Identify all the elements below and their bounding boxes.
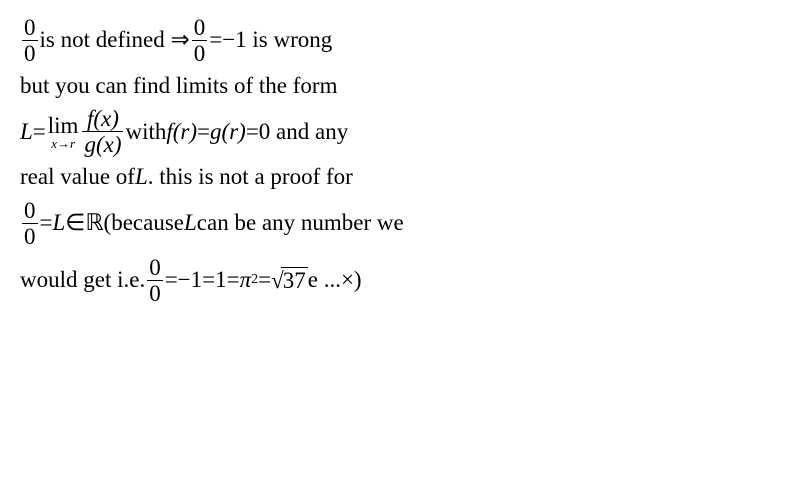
frac-2: 0 0 xyxy=(192,16,208,65)
frac-2-num: 0 xyxy=(192,16,208,39)
sup-2: 2 xyxy=(251,272,258,288)
text-6b: =−1=1= xyxy=(165,267,240,293)
line-5: 0 0 = L ∈ ℝ (because L can be any number… xyxy=(20,199,780,248)
frac-2-den: 0 xyxy=(192,42,208,65)
line-1: 0 0 is not defined ⇒ 0 0 =−1 is wrong xyxy=(20,16,780,65)
frac-5-den: 0 xyxy=(147,282,163,305)
text-2: but you can find limits of the form xyxy=(20,73,337,99)
text-6a: would get i.e. xyxy=(20,267,145,293)
elem-of: ∈ xyxy=(65,210,85,236)
line-2: but you can find limits of the form xyxy=(20,73,780,99)
fr: f(r) xyxy=(166,119,197,145)
text-5a: (because xyxy=(104,210,184,236)
limit-1: lim x→r xyxy=(48,114,79,150)
frac-1: 0 0 xyxy=(22,16,38,65)
line-6: would get i.e. 0 0 =−1=1= π 2 = √ 37 e .… xyxy=(20,256,780,305)
eq-3: = xyxy=(40,210,53,236)
sqrt-rad: 37 xyxy=(281,267,308,294)
text-4a: real value of xyxy=(20,164,135,190)
var-L-3: L xyxy=(52,210,65,236)
text-6c: e ...×) xyxy=(308,267,362,293)
line-4: real value of L . this is not a proof fo… xyxy=(20,164,780,190)
reals: ℝ xyxy=(85,210,103,236)
var-L-2: L xyxy=(135,164,148,190)
frac-3: f(x) g(x) xyxy=(82,107,123,156)
frac-4-num: 0 xyxy=(22,199,38,222)
line-3: L = lim x→r f(x) g(x) with f(r) = g(r) =… xyxy=(20,107,780,156)
text-4b: . this is not a proof for xyxy=(148,164,353,190)
pi: π xyxy=(240,267,252,293)
eq-2: = xyxy=(197,119,210,145)
sqrt: √ 37 xyxy=(271,267,308,294)
frac-5: 0 0 xyxy=(147,256,163,305)
frac-1-den: 0 xyxy=(22,42,38,65)
text-3a: with xyxy=(125,119,166,145)
frac-1-num: 0 xyxy=(22,16,38,39)
var-L-4: L xyxy=(184,210,197,236)
eq-4: = xyxy=(258,267,271,293)
frac-3-num: f(x) xyxy=(85,107,121,130)
limit-top: lim xyxy=(48,114,79,137)
text-1a: is not defined ⇒ xyxy=(40,27,190,53)
text-3b: =0 and any xyxy=(246,119,348,145)
limit-bot: x→r xyxy=(51,137,75,150)
text-1b: =−1 is wrong xyxy=(209,27,332,53)
text-5b: can be any number we xyxy=(197,210,404,236)
frac-4: 0 0 xyxy=(22,199,38,248)
var-L: L xyxy=(20,119,33,145)
frac-3-den: g(x) xyxy=(82,133,123,156)
eq-1: = xyxy=(33,119,46,145)
frac-5-num: 0 xyxy=(147,256,163,279)
frac-4-den: 0 xyxy=(22,225,38,248)
gr: g(r) xyxy=(210,119,246,145)
